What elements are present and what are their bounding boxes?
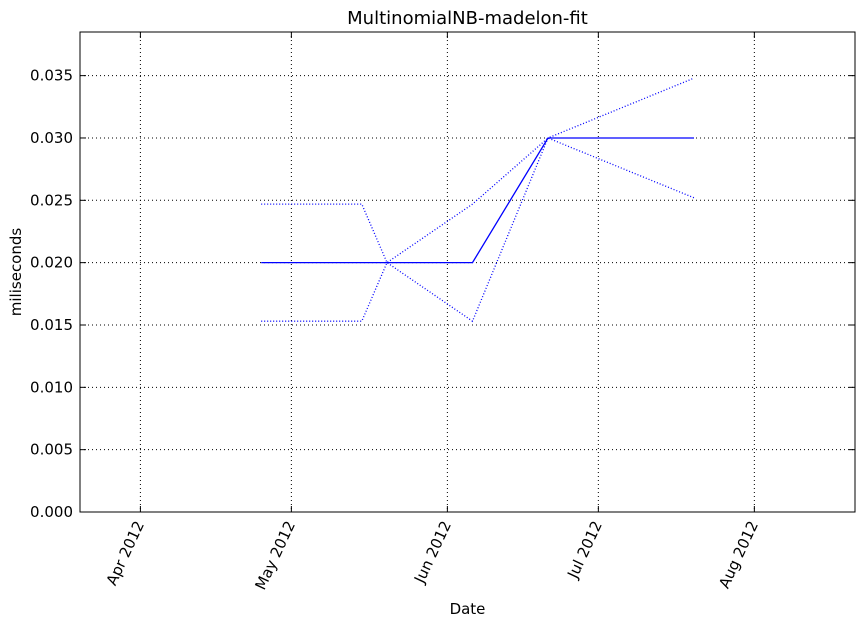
grid (80, 32, 855, 513)
y-tick-label: 0.025 (30, 191, 73, 209)
y-tick-label: 0.015 (30, 316, 73, 334)
y-tick-label: 0.035 (30, 67, 73, 85)
y-tick-label: 0.000 (30, 503, 73, 521)
series-line-bound-2 (261, 137, 695, 322)
y-tick-label: 0.005 (30, 441, 73, 459)
series-line-mean (261, 137, 694, 264)
plot-frame (79, 31, 856, 513)
y-tick-label: 0.010 (30, 378, 73, 396)
y-axis-title: miliseconds (7, 228, 25, 317)
chart-title: MultinomialNB-madelon-fit (347, 8, 588, 29)
series-group (261, 77, 695, 323)
y-tick-label: 0.020 (30, 254, 73, 272)
x-axis-title: Date (450, 600, 486, 618)
y-tick-label: 0.030 (30, 129, 73, 147)
series-line-bound-1 (261, 77, 695, 323)
